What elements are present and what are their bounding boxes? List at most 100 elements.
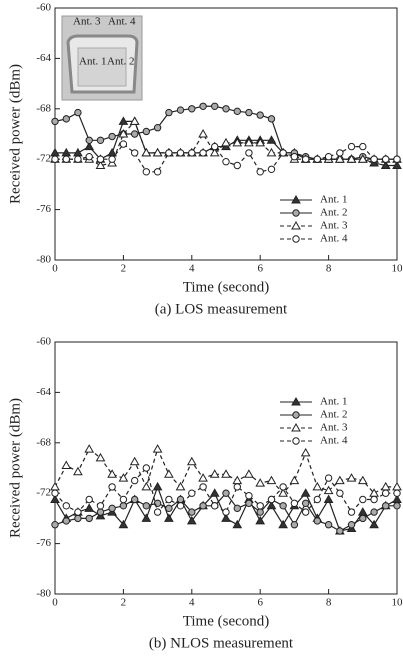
inset-window [77,47,127,87]
marker [188,508,196,516]
marker [165,149,173,157]
marker [222,158,230,166]
marker [324,521,333,529]
x-axis-label: Time (second) [183,613,270,629]
marker [232,475,243,485]
marker [232,137,243,147]
marker [50,481,60,491]
marker [129,456,140,466]
marker [267,115,276,123]
marker [357,475,368,485]
marker [62,502,70,510]
legend-marker [291,220,301,230]
y-tick-label: -76 [36,537,51,549]
marker [336,527,344,535]
marker [221,137,231,147]
marker [393,489,401,497]
marker [290,152,299,161]
marker [164,469,174,478]
marker [85,495,93,504]
marker [85,136,93,145]
marker [313,495,322,504]
marker [176,149,185,157]
marker [84,503,95,512]
legend-marker [292,209,300,217]
marker [392,160,402,169]
marker [300,488,311,497]
marker [107,147,117,157]
marker [142,502,151,510]
marker [359,142,367,151]
inset-diagram [61,15,143,101]
y-tick-label: -72 [36,487,51,499]
marker [233,107,241,116]
marker [141,513,152,522]
inset-label: Ant. 2 [107,56,135,68]
marker [369,519,379,529]
marker [130,130,139,138]
marker [382,489,390,497]
marker [188,105,196,113]
y-tick-label: -64 [36,52,51,64]
marker [209,469,220,478]
marker [266,135,277,144]
marker [153,508,162,516]
marker [370,495,378,504]
marker [347,521,356,529]
marker [393,502,401,510]
marker [370,155,378,163]
marker [108,155,116,163]
marker [96,155,105,163]
marker [359,495,367,504]
marker [108,483,116,491]
marker [108,132,116,141]
x-tick-label: 6 [257,263,263,275]
marker [382,155,390,163]
marker [188,149,196,157]
marker [118,128,129,138]
marker [370,508,378,516]
marker [211,502,219,510]
marker [221,513,231,522]
marker [323,485,334,495]
marker [290,499,299,507]
marker [266,500,277,510]
marker [130,149,139,157]
marker [289,475,300,485]
y-tick-label: -76 [36,203,51,215]
marker [152,147,163,157]
inset-label: Ant. 4 [108,16,136,28]
marker [301,155,310,163]
marker [324,152,333,161]
marker [74,155,82,163]
marker [73,466,83,476]
marker [256,168,264,176]
marker [96,508,105,516]
marker [84,444,95,453]
marker [199,502,207,510]
plot-frame [54,341,398,595]
marker [186,515,197,525]
marker [51,489,59,497]
marker [290,521,299,529]
marker [256,502,264,510]
marker [188,489,196,497]
marker [61,460,72,469]
marker [142,464,151,472]
marker [245,499,253,507]
marker [256,508,264,516]
marker [382,502,390,510]
marker [50,494,60,503]
chart-title: (a) LOS measurement [155,301,288,317]
marker [335,475,345,485]
marker [245,149,253,157]
marker [176,502,185,510]
x-tick-label: 2 [121,597,127,609]
marker [209,147,220,157]
marker [312,481,323,491]
y-tick-label: -72 [36,153,51,165]
y-tick-label: -60 [36,336,51,348]
marker [62,155,70,163]
